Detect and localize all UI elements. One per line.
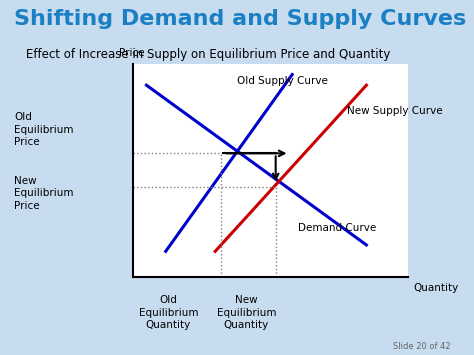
Text: New Supply Curve: New Supply Curve: [347, 106, 443, 116]
Text: Demand Curve: Demand Curve: [298, 223, 376, 233]
Text: Old
Equilibrium
Quantity: Old Equilibrium Quantity: [138, 295, 198, 330]
Text: Shifting Demand and Supply Curves: Shifting Demand and Supply Curves: [14, 9, 466, 29]
Text: New
Equilibrium
Quantity: New Equilibrium Quantity: [217, 295, 276, 330]
Text: Slide 20 of 42: Slide 20 of 42: [392, 343, 450, 351]
Text: Quantity: Quantity: [413, 283, 458, 293]
Text: New
Equilibrium
Price: New Equilibrium Price: [14, 176, 74, 211]
Text: Price: Price: [119, 48, 145, 58]
Text: Old
Equilibrium
Price: Old Equilibrium Price: [14, 112, 74, 147]
Text: Old Supply Curve: Old Supply Curve: [237, 76, 328, 86]
Text: Effect of Increase in Supply on Equilibrium Price and Quantity: Effect of Increase in Supply on Equilibr…: [27, 48, 391, 61]
